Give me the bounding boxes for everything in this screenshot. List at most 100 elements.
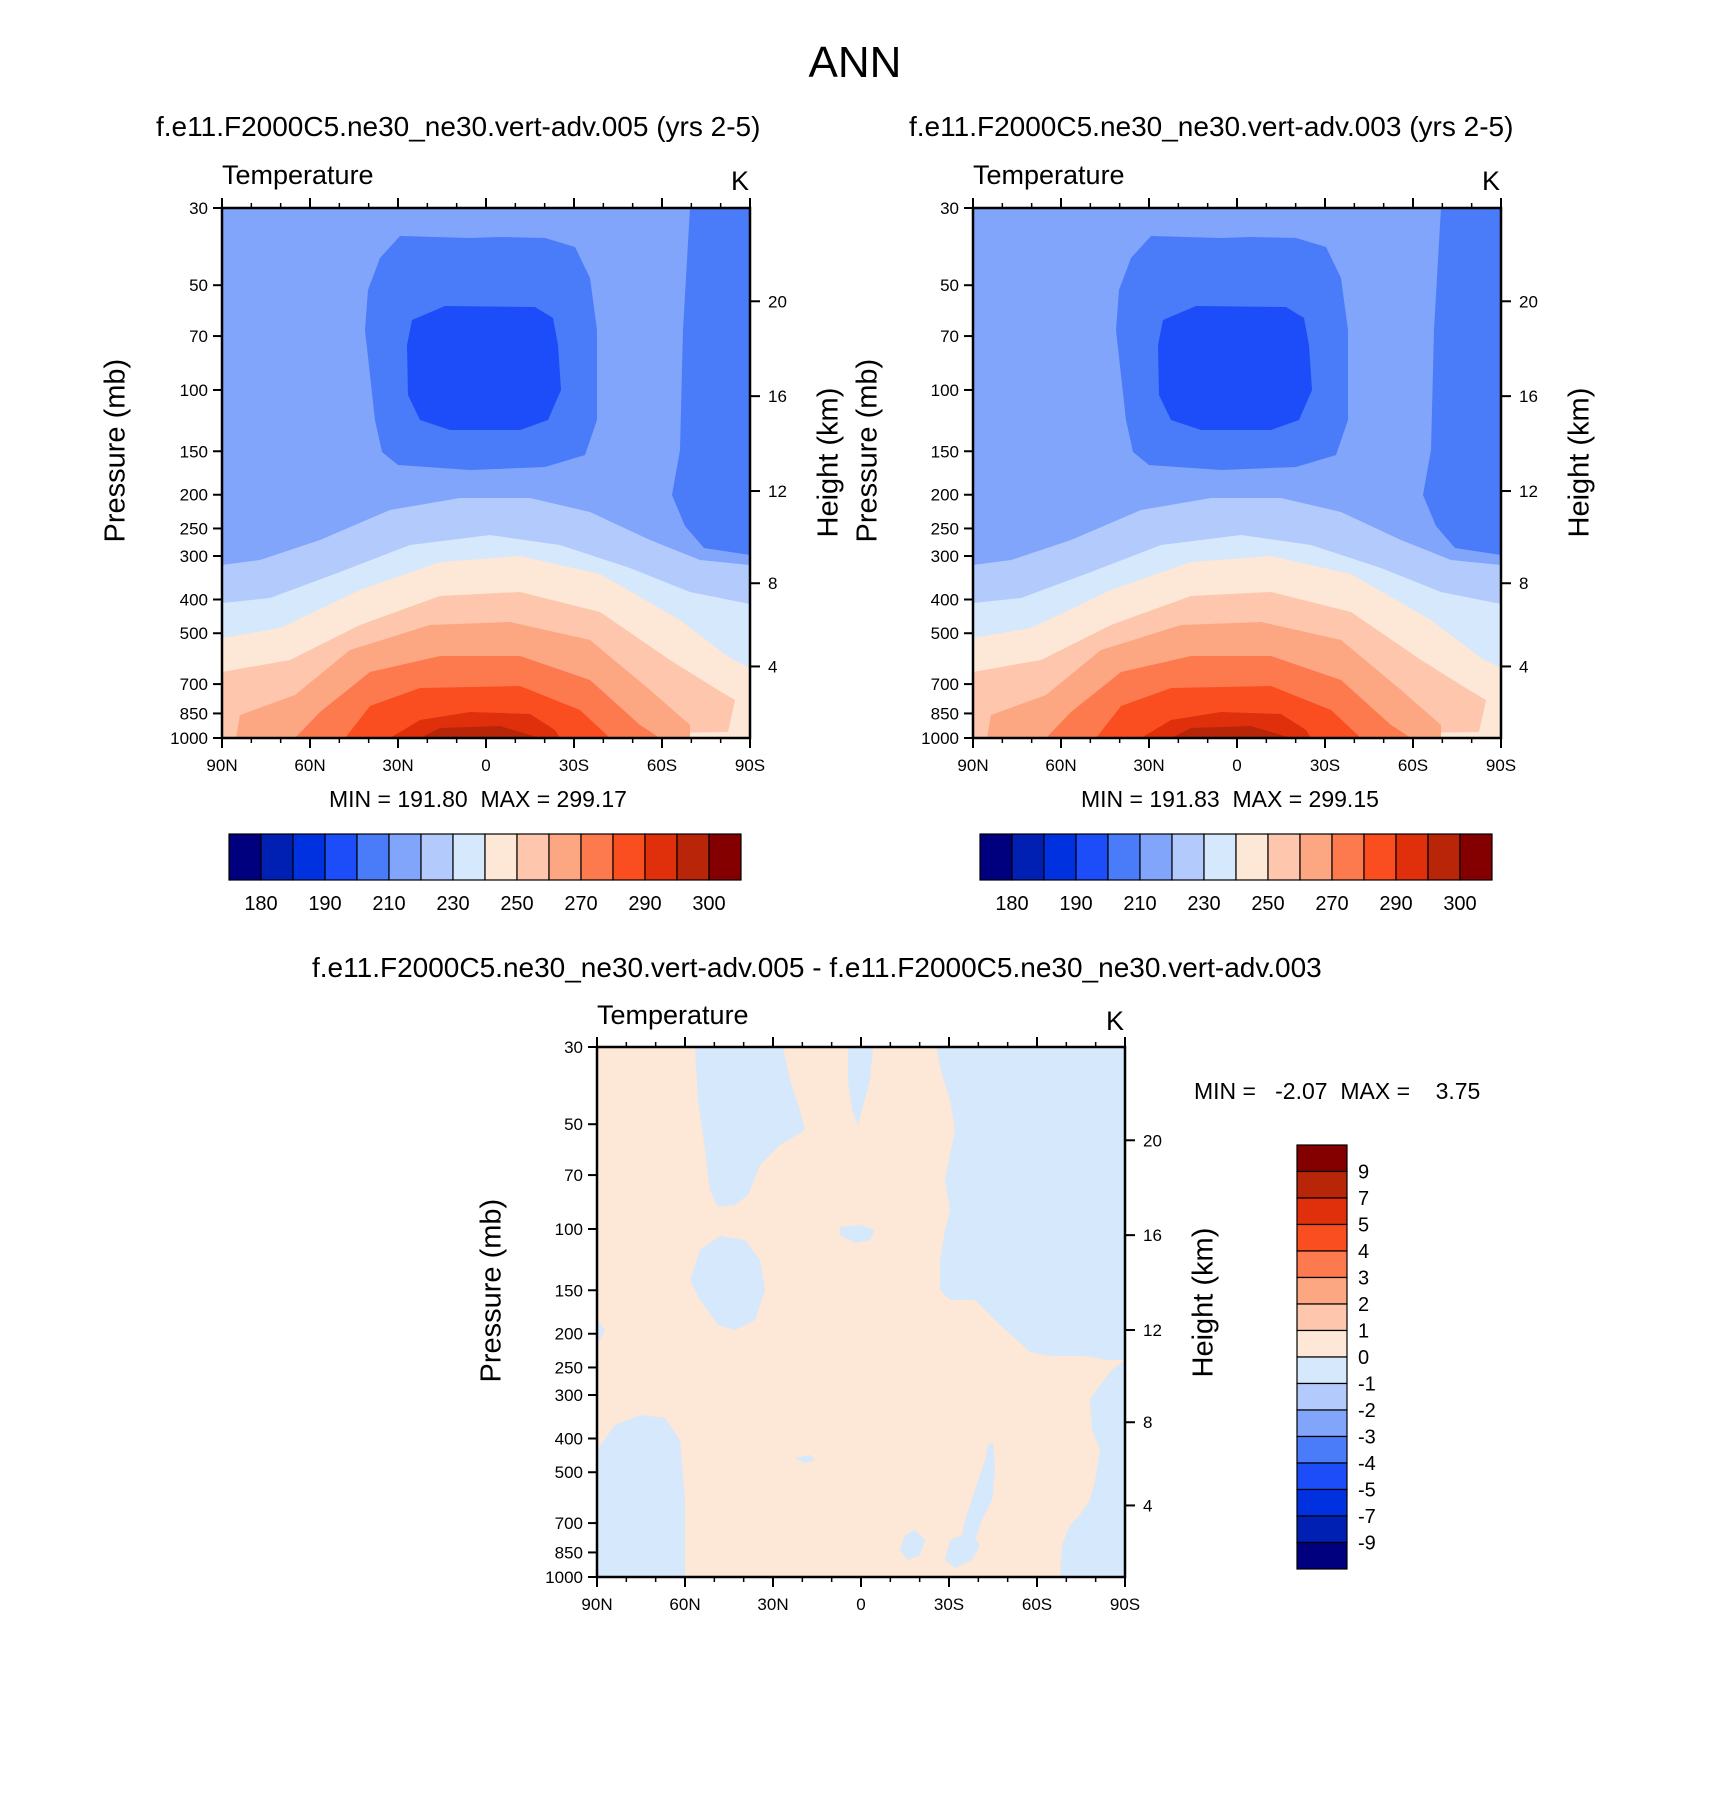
colorbar-swatch <box>1363 833 1397 881</box>
x-tick-label: 0 <box>1232 756 1241 775</box>
colorbar-swatch <box>1203 833 1237 881</box>
colorbar-swatch <box>292 833 326 881</box>
x-tick-label: 60N <box>294 756 325 775</box>
colorbar-label: 230 <box>1187 893 1220 915</box>
y-tick-label: 250 <box>180 519 208 538</box>
x-tick-label: 30S <box>559 756 589 775</box>
height-tick-label: 4 <box>1143 1496 1152 1515</box>
colorbar-swatch <box>1011 833 1045 881</box>
panel-2-units: K <box>1482 166 1501 196</box>
colorbar-label: 0 <box>1358 1347 1369 1369</box>
height-tick-label: 8 <box>768 574 777 593</box>
y-tick-label: 500 <box>555 1463 583 1482</box>
panel-3-variable: Temperature <box>597 1000 749 1030</box>
colorbar-label: 300 <box>692 893 725 915</box>
colorbar-label: 270 <box>564 893 597 915</box>
colorbar-swatch <box>644 833 678 881</box>
height-tick-label: 4 <box>1519 657 1528 676</box>
height-tick-label: 8 <box>1519 574 1528 593</box>
y-tick-label: 100 <box>931 381 959 400</box>
x-tick-label: 90N <box>206 756 237 775</box>
panel-3-title: f.e11.F2000C5.ne30_ne30.vert-adv.005 - f… <box>312 952 1322 983</box>
y-tick-label: 1000 <box>170 729 208 748</box>
y-tick-label: 70 <box>564 1166 583 1185</box>
x-tick-label: 90N <box>581 1595 612 1614</box>
y-tick-label: 300 <box>555 1386 583 1405</box>
colorbar-label: 290 <box>628 893 661 915</box>
colorbar-swatch <box>1331 833 1365 881</box>
colorbar-swatch <box>1296 1515 1348 1544</box>
y-tick-label: 250 <box>931 519 959 538</box>
panel-3-axes: 30 50 70 100 150 200 250 300 400 500 700 850 1000 20 1… <box>545 1037 1162 1614</box>
colorbar-swatch <box>1235 833 1269 881</box>
y-tick-label: 30 <box>189 199 208 218</box>
y-tick-label: 300 <box>931 547 959 566</box>
y-tick-label: 850 <box>180 704 208 723</box>
colorbar-label: 3 <box>1358 1268 1369 1290</box>
colorbar-label: 5 <box>1358 1215 1369 1237</box>
colorbar-label: -5 <box>1358 1480 1376 1502</box>
panel-1-title: f.e11.F2000C5.ne30_ne30.vert-adv.005 (yr… <box>156 111 761 142</box>
colorbar-label: 210 <box>372 893 405 915</box>
colorbar-label: -1 <box>1358 1374 1376 1396</box>
colorbar-swatch <box>388 833 422 881</box>
y-tick-label: 150 <box>931 442 959 461</box>
colorbar-label: 230 <box>436 893 469 915</box>
contour-neg1-0-f <box>597 1320 605 1340</box>
y-tick-label: 850 <box>555 1543 583 1562</box>
x-tick-label: 30N <box>1133 756 1164 775</box>
colorbar-label: 180 <box>995 893 1028 915</box>
y-tick-label: 50 <box>940 276 959 295</box>
panel-1-minmax: MIN = 191.80 MAX = 299.17 <box>329 786 627 812</box>
y-tick-label: 1000 <box>921 729 959 748</box>
y-tick-label: 400 <box>180 591 208 610</box>
x-tick-label: 60S <box>1398 756 1428 775</box>
contour-neg1-0-h <box>597 1415 685 1577</box>
contour-neg1-0-l <box>795 1455 815 1463</box>
x-tick-label: 30N <box>382 756 413 775</box>
colorbar-label: -3 <box>1358 1427 1376 1449</box>
y-tick-label: 1000 <box>545 1568 583 1587</box>
colorbar-label: -7 <box>1358 1506 1376 1528</box>
colorbar-label: 190 <box>1059 893 1092 915</box>
x-tick-label: 90S <box>1486 756 1516 775</box>
colorbar-label: 180 <box>244 893 277 915</box>
colorbar-label: 1 <box>1358 1321 1369 1343</box>
height-tick-label: 12 <box>1519 482 1538 501</box>
x-tick-label: 60N <box>669 1595 700 1614</box>
colorbar-swatch <box>708 833 742 881</box>
x-tick-label: 30S <box>1310 756 1340 775</box>
y-tick-label: 100 <box>180 381 208 400</box>
colorbar-label: 2 <box>1358 1294 1369 1316</box>
contour-210-220 <box>672 208 750 555</box>
colorbar-label: 190 <box>308 893 341 915</box>
height-tick-label: 16 <box>1519 387 1538 406</box>
x-tick-label: 60S <box>1022 1595 1052 1614</box>
panel-2-title: f.e11.F2000C5.ne30_ne30.vert-adv.003 (yr… <box>909 111 1514 142</box>
panel-1-units: K <box>731 166 750 196</box>
contour-neg1-0-b <box>848 1047 873 1125</box>
contour-300-plus <box>1171 726 1291 738</box>
colorbar-swatch <box>1296 1223 1348 1252</box>
colorbar-swatch <box>484 833 518 881</box>
colorbar-swatch <box>1459 833 1493 881</box>
colorbar-horizontal-1: 180 190 210 230 250 270 290 300 <box>228 833 742 915</box>
height-tick-label: 20 <box>1143 1131 1162 1150</box>
contour-neg1-0-k <box>945 1532 980 1568</box>
colorbar-vertical: 9 7 5 4 3 2 1 0 -1 -2 -3 -4 -5 -7 -9 <box>1296 1144 1376 1570</box>
colorbar-swatch <box>324 833 358 881</box>
panel-3-ylabel-left: Pressure (mb) <box>475 1198 508 1383</box>
panel-1-variable: Temperature <box>222 160 374 190</box>
height-tick-label: 12 <box>768 482 787 501</box>
y-tick-label: 30 <box>940 199 959 218</box>
y-tick-label: 500 <box>931 624 959 643</box>
colorbar-swatch <box>676 833 710 881</box>
colorbar-label: 290 <box>1379 893 1412 915</box>
x-tick-label: 0 <box>856 1595 865 1614</box>
y-tick-label: 700 <box>180 675 208 694</box>
y-tick-label: 150 <box>555 1281 583 1300</box>
y-tick-label: 200 <box>931 486 959 505</box>
y-tick-label: 50 <box>564 1115 583 1134</box>
x-tick-label: 30S <box>934 1595 964 1614</box>
